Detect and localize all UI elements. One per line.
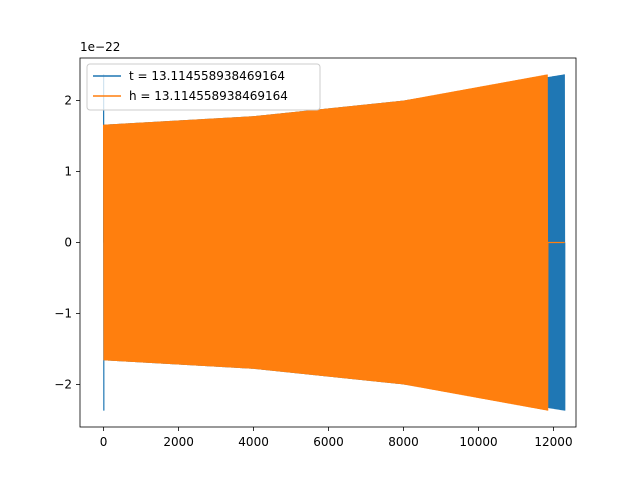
y-tick-label: 0: [64, 236, 72, 250]
legend-label-t: t = 13.114558938469164: [129, 69, 285, 83]
y-offset-label: 1e−22: [80, 40, 120, 54]
legend-box: [86, 63, 321, 111]
x-tick-label: 6000: [313, 435, 344, 449]
x-axis: 0 2000 4000 6000 8000 10000 12000: [100, 427, 573, 449]
x-tick-label: 0: [100, 435, 108, 449]
y-tick-label: −2: [54, 377, 72, 391]
y-tick-label: 1: [64, 165, 72, 179]
y-tick-label: 2: [64, 94, 72, 108]
y-axis: −2 −1 0 1 2: [54, 94, 80, 391]
series-layer: [103, 74, 566, 411]
x-tick-label: 10000: [459, 435, 497, 449]
y-tick-label: −1: [54, 306, 72, 320]
legend: t = 13.114558938469164 h = 13.11455893846…: [86, 63, 321, 111]
x-tick-label: 4000: [238, 435, 269, 449]
x-tick-label: 12000: [534, 435, 572, 449]
series-line-h: [103, 74, 565, 411]
x-tick-label: 8000: [388, 435, 419, 449]
x-tick-label: 2000: [163, 435, 194, 449]
legend-label-h: h = 13.114558938469164: [129, 89, 288, 103]
